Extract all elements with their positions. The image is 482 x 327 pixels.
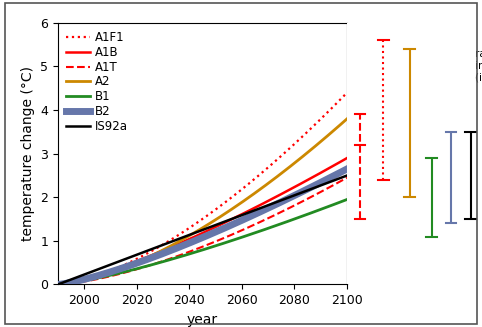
X-axis label: year: year (187, 313, 218, 327)
Text: range
in model
(in 2100): range in model (in 2100) (475, 49, 482, 82)
Legend: A1F1, A1B, A1T, A2, B1, B2, IS92a: A1F1, A1B, A1T, A2, B1, B2, IS92a (64, 29, 130, 135)
Y-axis label: temperature change (°C): temperature change (°C) (21, 66, 35, 241)
